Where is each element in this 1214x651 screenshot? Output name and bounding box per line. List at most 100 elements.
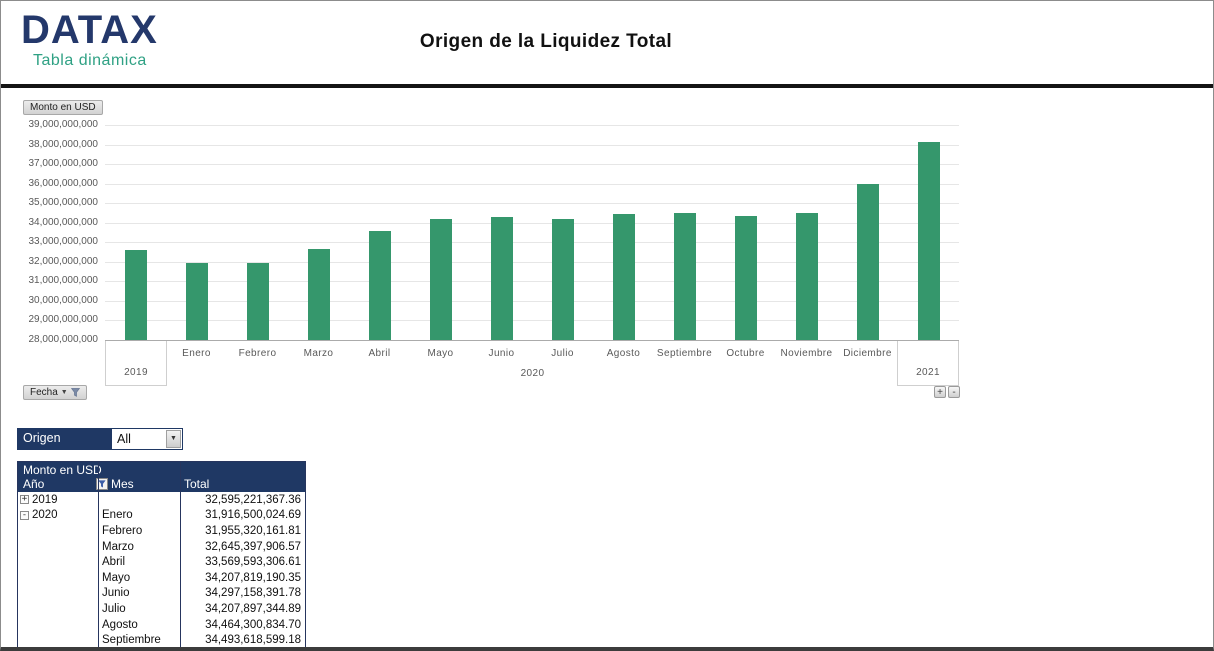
y-axis-tick-label: 31,000,000,000 xyxy=(28,275,98,287)
x-axis-label-febrero: Febrero xyxy=(238,348,277,359)
pivot-row: Agosto 34,464,300,834.70 xyxy=(18,617,305,633)
funnel-icon xyxy=(70,388,80,397)
gridline xyxy=(105,300,959,302)
x-axis-label-marzo: Marzo xyxy=(303,348,334,359)
bar-septiembre[interactable] xyxy=(673,213,696,340)
pivot-row: Marzo 32,645,397,906.57 xyxy=(18,539,305,555)
pivot-row: Septiembre 34,493,618,599.18 xyxy=(18,632,305,647)
column-header-month: Mes xyxy=(111,477,134,491)
x-axis-label-diciembre: Diciembre xyxy=(843,348,892,359)
y-axis-tick-label: 33,000,000,000 xyxy=(28,236,98,248)
total-cell: 31,916,500,024.69 xyxy=(205,509,301,522)
total-cell: 34,207,897,344.89 xyxy=(205,602,301,615)
gridline xyxy=(105,164,959,166)
bar-mayo[interactable] xyxy=(429,218,452,340)
total-cell: 34,493,618,599.18 xyxy=(205,634,301,647)
header-divider xyxy=(1,84,1213,88)
axis-field-button[interactable]: Fecha ▼ xyxy=(23,385,87,400)
bar-enero[interactable] xyxy=(185,263,208,340)
pivot-table-header: Monto en USD Año Mes Total xyxy=(18,462,305,492)
x-axis-label-noviembre: Noviembre xyxy=(780,348,833,359)
filter-selected-value: All xyxy=(117,432,131,446)
x-axis-label-agosto: Agosto xyxy=(606,348,641,359)
month-cell: Julio xyxy=(102,602,126,615)
pivot-row: -2020 Enero 31,916,500,024.69 xyxy=(18,508,305,524)
year-label: 2019 xyxy=(32,493,58,506)
total-cell: 33,569,593,306.61 xyxy=(205,556,301,569)
gridline xyxy=(105,203,959,205)
logo: DATAX Tabla dinámica xyxy=(21,9,158,70)
x-axis-label-octubre: Octubre xyxy=(726,348,765,359)
pivot-value-title: Monto en USD xyxy=(23,463,102,477)
column-divider xyxy=(180,462,181,647)
x-axis-label-julio: Julio xyxy=(551,348,574,359)
pivot-row: Junio 34,297,158,391.78 xyxy=(18,586,305,602)
x-axis-label-mayo: Mayo xyxy=(427,348,454,359)
axis-field-label: Fecha xyxy=(30,387,58,398)
gridline xyxy=(105,242,959,244)
gridline xyxy=(105,320,959,322)
gridline xyxy=(105,281,959,283)
dropdown-arrow-icon[interactable]: ▼ xyxy=(166,430,181,448)
total-cell: 32,595,221,367.36 xyxy=(205,493,301,506)
y-axis-tick-label: 34,000,000,000 xyxy=(28,216,98,228)
y-axis-tick-label: 32,000,000,000 xyxy=(28,255,98,267)
pivot-row: Abril 33,569,593,306.61 xyxy=(18,554,305,570)
pivot-row: Julio 34,207,897,344.89 xyxy=(18,601,305,617)
collapse-icon[interactable]: - xyxy=(20,509,29,520)
bar-febrero[interactable] xyxy=(246,262,269,340)
category-axis-line xyxy=(105,340,959,341)
autofilter-icon[interactable] xyxy=(96,478,108,490)
pivot-row: Febrero 31,955,320,161.81 xyxy=(18,523,305,539)
logo-title: DATAX xyxy=(21,8,158,52)
bar-diciembre[interactable] xyxy=(856,184,879,340)
bar-julio[interactable] xyxy=(551,218,574,340)
total-cell: 34,464,300,834.70 xyxy=(205,618,301,631)
gridline xyxy=(105,125,959,126)
bar-junio[interactable] xyxy=(490,216,513,340)
x-axis-label-septiembre: Septiembre xyxy=(656,348,713,359)
axis-label-2020: 2020 xyxy=(520,368,545,379)
gridline xyxy=(105,144,959,146)
month-cell: Marzo xyxy=(102,540,134,553)
total-cell: 32,645,397,906.57 xyxy=(205,540,301,553)
bar-2021[interactable] xyxy=(917,142,940,340)
y-axis-tick-label: 30,000,000,000 xyxy=(28,294,98,306)
pivot-table-body: +2019 32,595,221,367.36 -2020 Enero 31,916,5… xyxy=(18,492,305,647)
month-cell: Mayo xyxy=(102,571,131,584)
chevron-down-icon: ▼ xyxy=(60,389,68,396)
expand-icon[interactable]: + xyxy=(20,494,29,505)
gridline xyxy=(105,222,959,224)
bar-noviembre[interactable] xyxy=(795,213,818,340)
y-axis-tick-label: 29,000,000,000 xyxy=(28,314,98,326)
x-axis-label-abril: Abril xyxy=(368,348,391,359)
year-cell: -2020 xyxy=(18,509,98,521)
bar-agosto[interactable] xyxy=(612,213,635,340)
logo-subtitle: Tabla dinámica xyxy=(33,52,147,69)
bar-2019[interactable] xyxy=(124,250,147,340)
month-cell: Enero xyxy=(102,509,133,522)
month-cell: Agosto xyxy=(102,618,138,631)
y-axis-tick-label: 37,000,000,000 xyxy=(28,158,98,170)
bar-marzo[interactable] xyxy=(307,249,330,340)
page-title: Origen de la Liquidez Total xyxy=(419,31,673,52)
gridline xyxy=(105,183,959,185)
pivot-row: +2019 32,595,221,367.36 xyxy=(18,492,305,508)
total-cell: 34,297,158,391.78 xyxy=(205,587,301,600)
year-cell: +2019 xyxy=(18,494,98,506)
filter-value-dropdown[interactable]: All ▼ xyxy=(111,428,183,450)
bar-abril[interactable] xyxy=(368,231,391,340)
y-axis-tick-label: 39,000,000,000 xyxy=(28,119,98,130)
axis-cell-2021: 2021 xyxy=(897,341,959,386)
bar-octubre[interactable] xyxy=(734,216,757,340)
month-cell: Febrero xyxy=(102,524,143,537)
pivot-table: Monto en USD Año Mes Total +2019 32,595,2… xyxy=(17,461,306,647)
value-field-button[interactable]: Monto en USD xyxy=(23,100,103,115)
month-cell: Abril xyxy=(102,556,126,569)
collapse-field-button[interactable]: - xyxy=(948,386,960,398)
filter-field-label: Origen xyxy=(17,428,111,450)
gridline xyxy=(105,261,959,263)
expand-field-button[interactable]: + xyxy=(934,386,946,398)
total-cell: 34,207,819,190.35 xyxy=(205,571,301,584)
